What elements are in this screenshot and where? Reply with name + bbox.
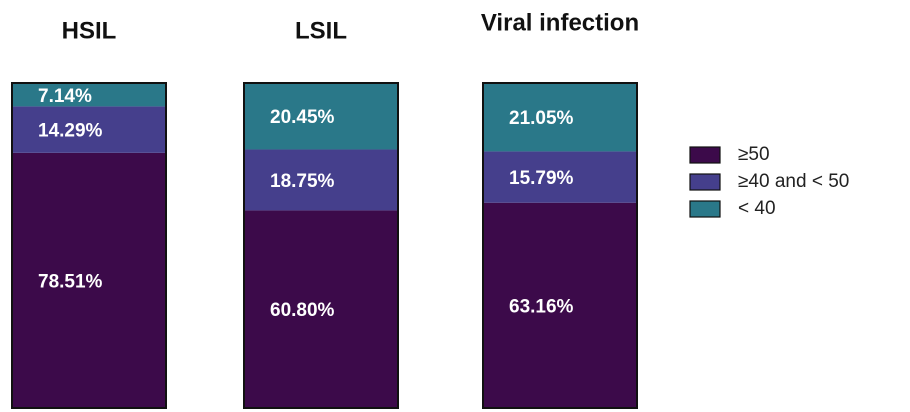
bar-outline [243,82,399,409]
value-label: 63.16% [509,296,574,317]
value-label: 14.29% [38,121,103,142]
value-label: 15.79% [509,168,574,189]
bar-outline [482,82,638,409]
value-label: 60.80% [270,300,335,321]
bar-segment [244,149,398,211]
bar-segment [12,152,166,408]
legend-label: ≥40 and < 50 [738,171,849,192]
legend-label: < 40 [738,198,776,219]
category-title: Viral infection [481,9,639,36]
value-label: 21.05% [509,108,574,129]
category-title: LSIL [295,17,347,44]
bar-outline [11,82,167,409]
legend-swatch [689,146,721,164]
value-label: 7.14% [38,86,92,107]
legend-swatch [689,200,721,218]
bar-segment [483,151,637,203]
bar-segment [483,202,637,408]
bar-segment [244,83,398,150]
value-label: 20.45% [270,107,335,128]
bar-segment [244,210,398,408]
bar-segment [483,83,637,152]
bar-segment [12,83,166,107]
value-label: 18.75% [270,171,335,192]
category-title: HSIL [62,17,117,44]
legend-label: ≥50 [738,144,770,165]
value-label: 78.51% [38,271,103,292]
bar-segment [12,106,166,153]
legend-swatch [689,173,721,191]
